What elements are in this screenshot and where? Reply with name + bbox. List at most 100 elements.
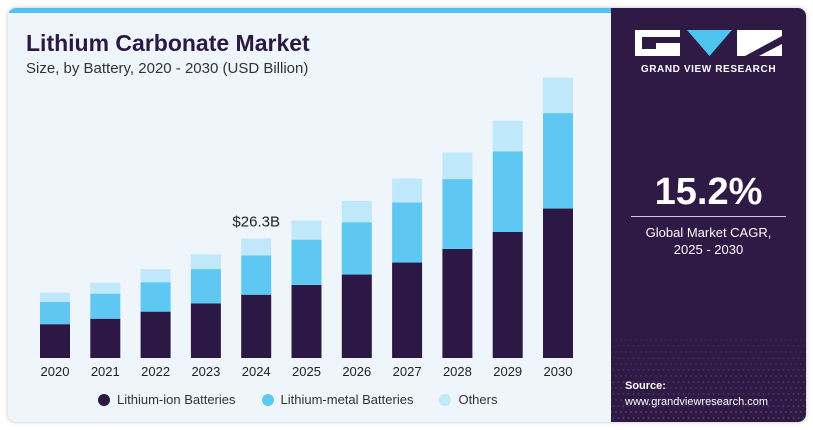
pattern-dot [760,351,762,353]
pattern-dot [652,381,655,383]
pattern-dot [697,417,700,419]
pattern-dot [662,369,665,371]
pattern-dot [777,357,780,359]
pattern-dot [777,369,780,371]
stacked-bar-chart: 2020 2021 2022 2023 2024 $26.3B 2025 2026 2027 20… [40,77,573,379]
pattern-dot [611,387,612,389]
pattern-dot [637,405,640,407]
pattern-dot [627,417,630,419]
pattern-dot [615,363,617,365]
pattern-dot [795,399,797,401]
pattern-dot [737,405,740,407]
pattern-dot [652,357,655,359]
pattern-dot [670,411,672,413]
pattern-dot [795,351,797,353]
pattern-dot [767,417,770,419]
pattern-dot [780,339,782,341]
pattern-dot [657,369,660,371]
pattern-dot [620,375,622,377]
pattern-dot [725,363,727,365]
bar-2022-series-0 [140,311,171,358]
pattern-dot [650,399,652,401]
legend-item-2: Others [439,392,497,407]
pattern-dot [725,351,727,353]
pattern-dot [642,417,645,419]
pattern-dot [615,375,617,377]
pattern-dot [707,393,710,395]
pattern-dot [740,351,742,353]
pattern-dot [687,417,690,419]
cagr-value: 15.2% [654,171,763,213]
value-annotation: $26.3B [232,214,280,231]
pattern-dot [700,375,702,377]
pattern-dot [685,387,687,389]
pattern-dot [737,381,740,383]
bar-2020-series-1 [40,301,70,325]
pattern-dot [735,387,737,389]
pattern-dot [705,351,707,353]
pattern-dot [730,351,732,353]
pattern-dot [797,417,800,419]
pattern-dot [612,381,615,383]
pattern-dot [725,399,727,401]
pattern-dot [632,405,635,407]
cagr-label-line2: 2025 - 2030 [673,242,744,257]
pattern-dot [790,399,792,401]
x-tick-label: 2030 [544,364,573,379]
pattern-dot [780,399,782,401]
pattern-dot [635,363,637,365]
pattern-dot [770,363,772,365]
pattern-dot [792,417,795,419]
pattern-dot [665,351,667,353]
pattern-dot [652,405,655,407]
pattern-dot [767,345,770,347]
x-tick-label: 2021 [91,364,120,379]
pattern-dot [650,351,652,353]
pattern-dot [637,417,640,419]
pattern-dot [792,393,795,395]
pattern-dot [797,405,800,407]
pattern-dot [665,399,667,401]
bar-2024-series-1 [241,255,272,295]
pattern-dot [645,411,647,413]
legend-swatch [439,393,452,406]
pattern-dot [712,417,715,419]
pattern-dot [657,393,660,395]
pattern-dot [755,399,757,401]
pattern-dot [632,381,635,383]
pattern-dot [630,387,632,389]
pattern-dot [760,387,762,389]
pattern-dot [797,357,800,359]
pattern-dot [787,357,790,359]
pattern-dot [665,363,667,365]
pattern-dot [745,363,747,365]
pattern-dot [732,393,735,395]
pattern-dot [675,375,677,377]
pattern-dot [770,375,772,377]
pattern-dot [790,411,792,413]
pattern-dot [762,405,765,407]
pattern-dot [805,363,806,365]
pattern-dot [625,363,627,365]
bar-2021-series-2 [90,282,121,294]
pattern-dot [772,345,775,347]
pattern-dot [625,387,627,389]
pattern-dot [677,345,680,347]
pattern-dot [760,399,762,401]
pattern-dot [611,339,612,341]
pattern-dot [760,411,762,413]
pattern-dot [757,405,760,407]
pattern-dot [800,387,802,389]
pattern-dot [615,339,617,341]
pattern-dot [710,375,712,377]
pattern-dot [752,393,755,395]
pattern-dot [700,339,702,341]
pattern-dot [702,369,705,371]
pattern-dot [805,387,806,389]
pattern-dot [622,345,625,347]
pattern-dot [750,339,752,341]
pattern-dot [720,363,722,365]
chart-subtitle: Size, by Battery, 2020 - 2030 (USD Billi… [26,60,309,77]
pattern-dot [767,405,770,407]
cagr-label-line1: Global Market CAGR, [645,225,772,240]
